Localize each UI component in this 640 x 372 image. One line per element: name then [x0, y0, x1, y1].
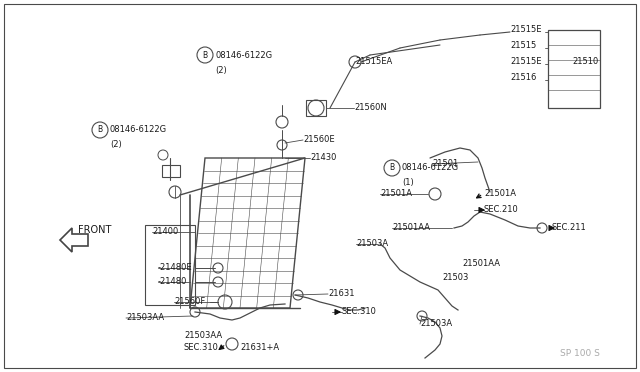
Text: 21501AA: 21501AA	[462, 260, 500, 269]
Bar	[306, 100, 326, 116]
Text: 21560E: 21560E	[303, 135, 335, 144]
Text: 21430: 21430	[310, 154, 337, 163]
Text: 21631+A: 21631+A	[240, 343, 279, 353]
Text: -21480: -21480	[158, 278, 188, 286]
Text: SEC.211: SEC.211	[552, 224, 587, 232]
Bar	[162, 165, 180, 177]
Text: (2): (2)	[215, 65, 227, 74]
Text: 21501A: 21501A	[484, 189, 516, 199]
Text: 21503A: 21503A	[356, 240, 388, 248]
Text: 21510: 21510	[572, 58, 598, 67]
Text: 08146-6122G: 08146-6122G	[215, 51, 272, 60]
Text: 21560F: 21560F	[174, 298, 205, 307]
Text: 08146-6122G: 08146-6122G	[110, 125, 167, 135]
Text: B: B	[202, 51, 207, 60]
Text: 21515E: 21515E	[510, 58, 541, 67]
Text: (1): (1)	[402, 179, 413, 187]
Bar	[548, 30, 600, 108]
Text: 08146-6122G: 08146-6122G	[402, 164, 459, 173]
Text: 21503AA: 21503AA	[126, 314, 164, 323]
Text: 21503: 21503	[442, 273, 468, 282]
Text: 21516: 21516	[510, 74, 536, 83]
Text: 21501: 21501	[432, 160, 458, 169]
Text: 21631: 21631	[328, 289, 355, 298]
Text: 21501AA: 21501AA	[392, 224, 430, 232]
Text: SEC.210: SEC.210	[484, 205, 519, 215]
Text: 21560N: 21560N	[354, 103, 387, 112]
Text: 21503AA: 21503AA	[184, 331, 222, 340]
Text: 21400: 21400	[152, 228, 179, 237]
Text: FRONT: FRONT	[78, 225, 111, 235]
Text: B: B	[389, 164, 395, 173]
Text: SP 100 S: SP 100 S	[560, 349, 600, 358]
Text: 21503A: 21503A	[420, 320, 452, 328]
Text: 21515: 21515	[510, 42, 536, 51]
Text: SEC.310: SEC.310	[184, 343, 219, 353]
Bar	[145, 225, 195, 305]
Text: -21480E: -21480E	[158, 263, 193, 273]
Text: (2): (2)	[110, 141, 122, 150]
Text: 21515E: 21515E	[510, 26, 541, 35]
Text: SEC.310: SEC.310	[342, 308, 377, 317]
Text: 21515EA: 21515EA	[355, 58, 392, 67]
Text: 21501A: 21501A	[380, 189, 412, 199]
Text: B: B	[97, 125, 102, 135]
